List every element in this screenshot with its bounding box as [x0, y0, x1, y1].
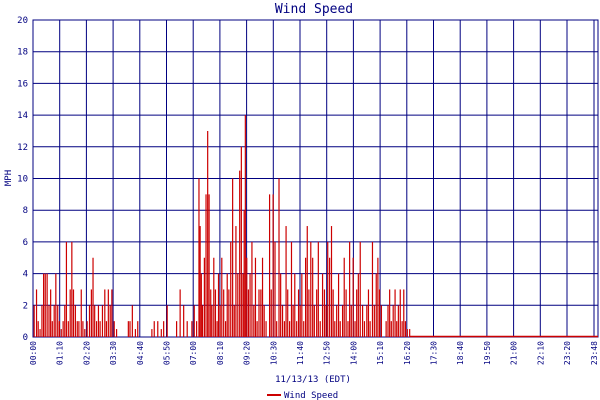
y-tick-label: 16	[17, 79, 28, 89]
y-tick-label: 6	[23, 238, 28, 248]
x-tick-label: 16:20	[403, 341, 412, 365]
x-tick-label: 14:00	[349, 341, 358, 365]
y-tick-label: 8	[23, 206, 28, 216]
x-tick-label: 01:10	[56, 341, 65, 365]
y-tick-label: 0	[23, 333, 28, 343]
x-tick-label: 02:20	[82, 341, 91, 365]
y-tick-label: 2	[23, 301, 28, 311]
x-tick-label: 08:10	[216, 341, 225, 365]
y-tick-label: 14	[17, 111, 28, 121]
legend-label: Wind Speed	[284, 391, 338, 400]
y-tick-label: 12	[17, 143, 28, 153]
x-tick-label: 07:00	[189, 341, 198, 365]
x-tick-labels: 00:00 01:10 02:20 03:30 04:40 05:50 07:00 08:10…	[29, 341, 599, 365]
x-tick-label: 11:40	[296, 341, 305, 365]
x-tick-label: 04:40	[136, 341, 145, 365]
x-tick-label: 09:20	[243, 341, 252, 365]
x-tick-label: 23:48	[590, 341, 599, 365]
x-tick-label: 18:40	[456, 341, 465, 365]
x-tick-label: 23:20	[563, 341, 572, 365]
x-tick-label: 22:10	[536, 341, 545, 365]
y-tick-label: 18	[17, 48, 28, 58]
x-tick-label: 00:00	[29, 341, 38, 365]
x-tick-label: 12:50	[323, 341, 332, 365]
x-tick-label: 03:30	[109, 341, 118, 365]
y-tick-label: 20	[17, 16, 28, 26]
x-tick-label: 17:30	[430, 341, 439, 365]
y-axis-label: MPH	[4, 170, 14, 186]
x-tick-label: 21:00	[510, 341, 519, 365]
legend: Wind Speed	[267, 391, 338, 400]
y-tick-labels: 0 2 4 6 8 10 12 14 16 18 20	[17, 16, 28, 343]
y-tick-label: 10	[17, 175, 28, 185]
series-bars	[33, 115, 598, 338]
y-tick-label: 4	[23, 270, 28, 280]
x-tick-label: 05:50	[163, 341, 172, 365]
x-tick-label: 15:10	[376, 341, 385, 365]
x-tick-label: 10:30	[269, 341, 278, 365]
x-tick-label: 19:50	[483, 341, 492, 365]
chart-title: Wind Speed	[275, 2, 353, 17]
x-axis-label: 11/13/13 (EDT)	[275, 375, 351, 385]
